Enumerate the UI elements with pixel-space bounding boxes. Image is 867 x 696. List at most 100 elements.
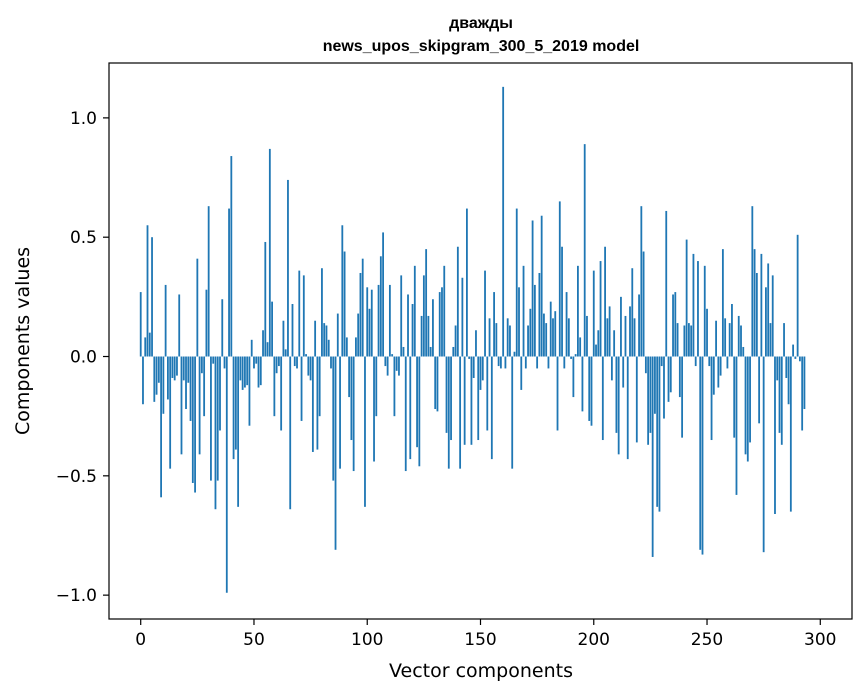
bar-component-194: [579, 337, 582, 357]
bar-component-158: [497, 356, 500, 367]
bar-component-30: [207, 206, 210, 357]
bar-component-89: [341, 225, 344, 357]
bar-component-272: [755, 272, 758, 357]
bar-component-69: [296, 356, 298, 369]
x-tick-label: 250: [691, 630, 723, 650]
bar-component-105: [377, 284, 380, 357]
bar-component-81: [323, 323, 326, 357]
x-tick-label: 200: [578, 630, 610, 650]
bar-component-284: [783, 323, 785, 357]
bar-component-216: [629, 306, 631, 357]
bar-component-100: [366, 287, 369, 357]
bar-component-222: [642, 251, 645, 357]
bar-component-289: [794, 356, 797, 359]
y-tick-label: 1.0: [70, 109, 97, 129]
bar-component-72: [302, 275, 305, 357]
bar-component-246: [697, 261, 699, 357]
bar-component-164: [511, 356, 514, 469]
bar-component-74: [307, 356, 310, 376]
bar-component-147: [472, 356, 475, 378]
bar-component-191: [572, 356, 575, 398]
bar-component-49: [250, 339, 253, 357]
bar-component-271: [753, 249, 756, 357]
bar-component-275: [762, 356, 765, 553]
bar-component-62: [280, 356, 283, 431]
bar-component-45: [241, 356, 244, 390]
bar-component-251: [708, 356, 711, 367]
bar-component-35: [219, 356, 221, 431]
bar-component-175: [536, 356, 539, 369]
bar-component-73: [305, 354, 307, 357]
bar-component-22: [189, 356, 192, 421]
bar-component-86: [334, 356, 337, 550]
bar-component-240: [683, 325, 686, 357]
bar-component-104: [375, 356, 378, 417]
bar-component-153: [486, 356, 489, 431]
bar-component-210: [615, 356, 618, 433]
bar-component-166: [515, 208, 518, 357]
bar-component-205: [604, 246, 606, 357]
bar-component-65: [287, 179, 289, 357]
bar-component-113: [395, 356, 398, 371]
bar-component-265: [740, 325, 742, 357]
bar-component-268: [746, 356, 749, 462]
bar-component-97: [359, 272, 362, 357]
bar-component-244: [692, 253, 695, 357]
bar-component-121: [413, 265, 416, 357]
bar-component-78: [316, 356, 319, 450]
bar-component-54: [262, 330, 264, 357]
bar-component-64: [284, 349, 287, 357]
bar-component-127: [427, 315, 430, 357]
bar-component-13: [169, 356, 172, 469]
bar-component-200: [592, 270, 595, 357]
bar-component-218: [633, 318, 636, 357]
bar-component-40: [230, 156, 233, 357]
bar-component-107: [382, 232, 384, 357]
bar-component-224: [647, 356, 650, 445]
bar-component-230: [660, 356, 663, 367]
bar-component-75: [309, 356, 312, 381]
bar-component-16: [176, 356, 178, 376]
bar-component-161: [504, 356, 507, 369]
bar-component-167: [518, 287, 520, 357]
bar-component-258: [724, 318, 727, 357]
bar-component-145: [468, 356, 471, 359]
bar-component-288: [792, 344, 795, 357]
y-axis-label: Components values: [12, 247, 34, 435]
bar-component-283: [780, 356, 783, 445]
bar-component-179: [545, 323, 548, 357]
bar-component-135: [445, 356, 448, 433]
bar-component-14: [171, 356, 174, 378]
bar-component-47: [246, 356, 249, 386]
bar-component-92: [348, 356, 351, 398]
bar-component-95: [355, 337, 357, 357]
bar-component-144: [466, 208, 468, 357]
bar-component-286: [787, 356, 790, 405]
bar-component-4: [148, 332, 151, 357]
bar-component-232: [665, 210, 668, 357]
bar-component-0: [139, 292, 142, 357]
bar-component-28: [203, 356, 206, 417]
bar-component-213: [622, 356, 625, 388]
bar-component-184: [556, 356, 559, 431]
bar-component-293: [803, 356, 806, 410]
bar-component-209: [613, 330, 616, 357]
bar-component-76: [311, 356, 314, 452]
bar-component-261: [731, 304, 733, 357]
chart-subtitle: news_upos_skipgram_300_5_2019 model: [323, 38, 640, 55]
bar-component-193: [577, 265, 579, 357]
bar-component-68: [293, 356, 296, 367]
bar-component-287: [789, 356, 792, 512]
bar-component-208: [610, 356, 613, 381]
bar-component-46: [244, 356, 246, 388]
bar-component-202: [597, 330, 600, 357]
y-tick-label: 0.0: [70, 348, 97, 368]
bar-component-37: [223, 356, 226, 369]
bar-component-36: [221, 299, 224, 357]
bar-component-112: [393, 356, 396, 417]
bar-component-223: [644, 356, 647, 374]
bar-component-199: [590, 356, 593, 426]
bar-component-140: [456, 246, 459, 357]
bars-group: [139, 86, 806, 593]
bar-component-12: [166, 356, 169, 400]
